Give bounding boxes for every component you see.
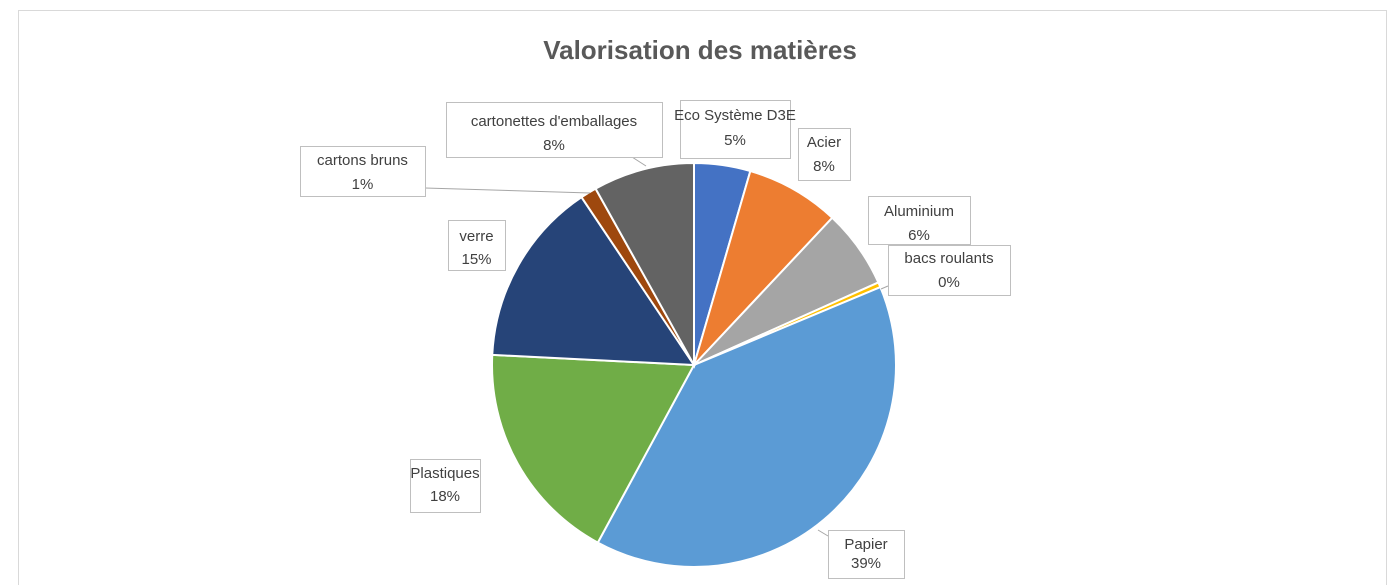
slice-label: Eco Système D3E bbox=[674, 107, 796, 124]
slice-label: Aluminium bbox=[884, 203, 954, 220]
slice-label: Acier bbox=[807, 134, 841, 151]
slice-value-label: 15% bbox=[461, 251, 491, 268]
label-box bbox=[300, 146, 426, 197]
label-box bbox=[828, 530, 905, 579]
pie-slice bbox=[491, 353, 696, 544]
label-box bbox=[410, 459, 481, 513]
label-box bbox=[680, 100, 791, 159]
pie-slice bbox=[596, 285, 897, 568]
label-box bbox=[446, 102, 663, 158]
slice-value-label: 18% bbox=[430, 488, 460, 505]
label-box bbox=[448, 220, 506, 271]
slice-value-label: 6% bbox=[908, 227, 930, 244]
slice-value-label: 1% bbox=[352, 176, 374, 193]
pie-slice bbox=[594, 161, 695, 369]
pie-slice bbox=[693, 169, 834, 366]
slice-label: cartonettes d'emballages bbox=[471, 113, 637, 130]
label-box bbox=[868, 196, 971, 245]
slice-value-label: 8% bbox=[543, 137, 565, 154]
slice-label: cartons bruns bbox=[317, 152, 408, 169]
leader-line bbox=[880, 285, 889, 290]
slice-value-label: 0% bbox=[938, 274, 960, 291]
label-box bbox=[888, 245, 1011, 296]
slice-label: Papier bbox=[844, 536, 887, 553]
slice-value-label: 39% bbox=[851, 555, 881, 572]
leader-line bbox=[424, 187, 591, 194]
leader-line bbox=[817, 529, 829, 537]
label-box bbox=[798, 128, 851, 181]
leader-line bbox=[631, 156, 647, 167]
slice-value-label: 8% bbox=[813, 158, 835, 175]
slice-value-label: 5% bbox=[724, 132, 746, 149]
pie-slice bbox=[491, 195, 696, 367]
slice-label: verre bbox=[459, 228, 493, 245]
slice-label: bacs roulants bbox=[904, 250, 993, 267]
slice-label: Plastiques bbox=[410, 465, 479, 482]
chart-title: Valorisation des matières bbox=[543, 35, 857, 65]
